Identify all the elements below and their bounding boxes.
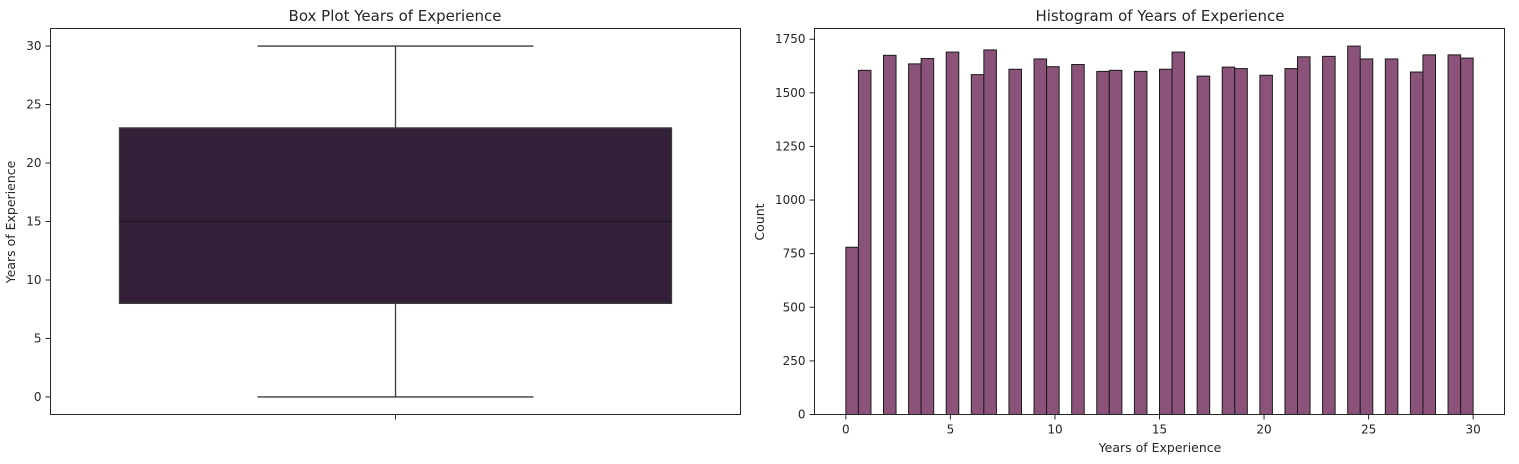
histogram-bar xyxy=(1347,45,1361,416)
box-y-tick-label: 0 xyxy=(34,390,42,404)
histogram-bar xyxy=(883,54,897,416)
histogram-bar xyxy=(1422,54,1437,415)
histogram-bar xyxy=(1096,70,1110,415)
histogram-bar xyxy=(945,51,960,415)
histogram-bar xyxy=(1322,55,1336,415)
histogram-x-tick-label: 5 xyxy=(947,423,955,437)
histogram-bar xyxy=(1221,66,1236,415)
histogram-bar xyxy=(908,63,922,416)
histogram-bar xyxy=(857,69,872,415)
box-plot-panel: Box Plot Years of Experience 0 5 10 15 20 25 3… xyxy=(3,7,741,420)
histogram-bar xyxy=(1108,69,1123,415)
box-y-tick-label: 10 xyxy=(26,273,41,287)
histogram-x-tick-label: 0 xyxy=(842,423,850,437)
histogram-bar xyxy=(1071,64,1085,415)
histogram-x-tick-label: 30 xyxy=(1465,423,1480,437)
histogram-bar xyxy=(1196,75,1211,416)
histogram-bar xyxy=(1008,68,1022,415)
histogram-y-label: Count xyxy=(752,203,767,240)
histogram-y-tick-label: 0 xyxy=(798,408,806,422)
box-plot-y-axis: 0 5 10 15 20 25 30 xyxy=(26,39,51,404)
histogram-y-tick-label: 500 xyxy=(783,300,806,314)
box-iqr xyxy=(118,127,673,305)
histogram-bar xyxy=(845,246,859,415)
histogram-bar xyxy=(1447,54,1462,415)
histogram-bar xyxy=(1133,70,1148,415)
histogram-frame xyxy=(814,28,1505,415)
histogram-y-axis: 0 250 500 750 1000 1250 1500 1750 xyxy=(775,32,815,422)
histogram-x-tick-label: 10 xyxy=(1047,423,1062,437)
histogram-title: Histogram of Years of Experience xyxy=(1035,7,1284,25)
box-y-tick-label: 15 xyxy=(26,215,41,229)
histogram-bar xyxy=(1046,66,1060,415)
histogram-bars xyxy=(845,45,1474,416)
histogram-y-tick-label: 1000 xyxy=(775,193,806,207)
histogram-panel: Histogram of Years of Experience 0250500… xyxy=(752,7,1505,455)
histogram-bar xyxy=(983,49,997,415)
histogram-bar xyxy=(1234,68,1248,416)
histogram-x-tick-label: 20 xyxy=(1256,423,1271,437)
histogram-x-tick-label: 15 xyxy=(1152,423,1167,437)
histogram-bar xyxy=(1359,58,1374,415)
histogram-bar xyxy=(1409,71,1424,415)
box-y-tick-label: 5 xyxy=(34,331,42,345)
box-y-tick-label: 30 xyxy=(26,39,41,53)
histogram-y-tick-label: 1500 xyxy=(775,86,806,100)
histogram-x-axis: 0 5 10 15 20 25 30 xyxy=(842,414,1481,437)
histogram-bar xyxy=(1171,51,1186,415)
histogram-y-tick-label: 1750 xyxy=(775,32,806,46)
histogram-bar xyxy=(1384,58,1399,415)
histogram-bar xyxy=(1297,56,1311,415)
box-plot-title: Box Plot Years of Experience xyxy=(289,7,502,25)
histogram-y-tick-label: 250 xyxy=(783,354,806,368)
histogram-bar xyxy=(1159,68,1173,415)
histogram-bar xyxy=(1284,68,1299,416)
histogram-x-label: Years of Experience xyxy=(1098,440,1222,455)
box-plot-y-label: Years of Experience xyxy=(3,160,18,284)
histogram-bar xyxy=(1033,58,1048,415)
histogram-bar xyxy=(1460,57,1474,416)
box-y-tick-label: 20 xyxy=(26,156,41,170)
box-y-tick-label: 25 xyxy=(26,98,41,112)
histogram-bar xyxy=(920,58,935,416)
histogram-y-tick-label: 1250 xyxy=(775,139,806,153)
histogram-y-tick-label: 750 xyxy=(783,247,806,261)
histogram-bar xyxy=(970,74,985,415)
histogram-x-tick-label: 25 xyxy=(1361,423,1376,437)
histogram-bar xyxy=(1259,74,1273,415)
